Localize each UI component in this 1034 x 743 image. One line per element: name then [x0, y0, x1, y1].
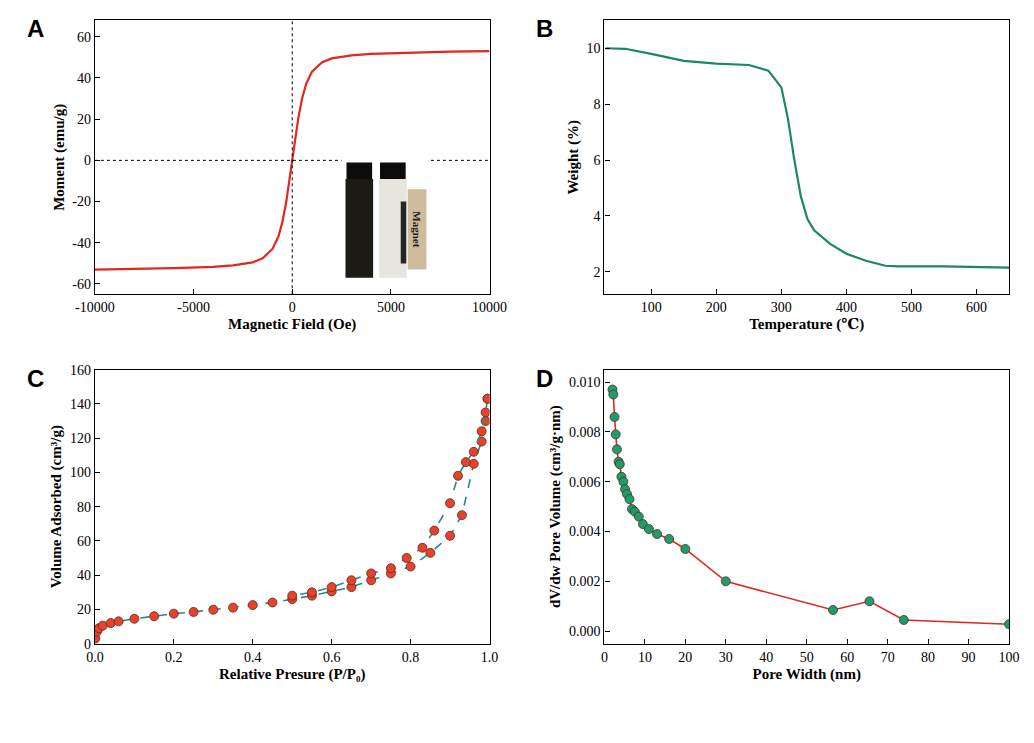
- svg-text:20: 20: [77, 112, 91, 127]
- svg-text:8: 8: [594, 97, 601, 112]
- svg-text:-40: -40: [72, 236, 91, 251]
- svg-text:100: 100: [70, 465, 91, 480]
- svg-text:10: 10: [587, 41, 601, 56]
- svg-text:0: 0: [601, 650, 608, 665]
- svg-text:70: 70: [881, 650, 895, 665]
- svg-text:0.008: 0.008: [569, 425, 601, 440]
- svg-text:20: 20: [678, 650, 692, 665]
- svg-text:Relative Presure (P/P₀): Relative Presure (P/P₀): [219, 666, 365, 683]
- svg-text:0.002: 0.002: [569, 574, 601, 589]
- svg-text:-5000: -5000: [177, 300, 210, 315]
- svg-text:0.2: 0.2: [165, 650, 183, 665]
- svg-text:4: 4: [594, 209, 601, 224]
- svg-text:Pore Width (nm): Pore Width (nm): [753, 666, 861, 683]
- svg-text:400: 400: [836, 300, 857, 315]
- svg-text:-60: -60: [72, 277, 91, 292]
- svg-text:80: 80: [77, 500, 91, 515]
- svg-text:300: 300: [771, 300, 792, 315]
- svg-text:1.0: 1.0: [481, 650, 499, 665]
- svg-text:0: 0: [289, 300, 296, 315]
- svg-text:C: C: [27, 365, 44, 392]
- svg-text:40: 40: [759, 650, 773, 665]
- svg-text:Temperature (℃): Temperature (℃): [749, 316, 864, 333]
- svg-text:10: 10: [638, 650, 652, 665]
- svg-text:80: 80: [921, 650, 935, 665]
- svg-text:Magnetic Field (Oe): Magnetic Field (Oe): [228, 316, 356, 333]
- svg-text:dV/dw Pore Volume (cm³/g·nm): dV/dw Pore Volume (cm³/g·nm): [547, 405, 564, 608]
- svg-text:0: 0: [84, 153, 91, 168]
- svg-text:40: 40: [77, 71, 91, 86]
- svg-text:0: 0: [84, 637, 91, 652]
- svg-text:120: 120: [70, 431, 91, 446]
- svg-text:Volume Adsorbed (cm³/g): Volume Adsorbed (cm³/g): [48, 425, 65, 588]
- svg-text:0.4: 0.4: [244, 650, 262, 665]
- svg-text:0.010: 0.010: [569, 375, 601, 390]
- svg-text:6: 6: [594, 153, 601, 168]
- svg-text:0.006: 0.006: [569, 475, 601, 490]
- svg-text:20: 20: [77, 602, 91, 617]
- svg-text:60: 60: [77, 534, 91, 549]
- svg-text:100: 100: [999, 650, 1020, 665]
- svg-text:-10000: -10000: [75, 300, 115, 315]
- svg-text:Magnet: Magnet: [411, 211, 423, 247]
- svg-text:2: 2: [594, 265, 601, 280]
- svg-text:500: 500: [901, 300, 922, 315]
- svg-text:A: A: [27, 15, 44, 42]
- svg-text:0.8: 0.8: [402, 650, 420, 665]
- svg-text:Weight (%): Weight (%): [565, 120, 582, 195]
- svg-text:D: D: [536, 365, 553, 392]
- svg-text:Moment (emu/g): Moment (emu/g): [51, 104, 68, 211]
- svg-text:60: 60: [77, 30, 91, 45]
- svg-text:100: 100: [641, 300, 662, 315]
- svg-text:50: 50: [800, 650, 814, 665]
- svg-text:40: 40: [77, 568, 91, 583]
- svg-text:30: 30: [719, 650, 733, 665]
- svg-text:5000: 5000: [377, 300, 405, 315]
- svg-text:200: 200: [706, 300, 727, 315]
- svg-text:600: 600: [966, 300, 987, 315]
- svg-text:0.6: 0.6: [323, 650, 341, 665]
- svg-text:60: 60: [840, 650, 854, 665]
- svg-text:0.000: 0.000: [569, 624, 601, 639]
- svg-text:B: B: [536, 15, 553, 42]
- svg-text:0.004: 0.004: [569, 524, 601, 539]
- svg-text:90: 90: [962, 650, 976, 665]
- svg-text:10000: 10000: [472, 300, 507, 315]
- svg-text:160: 160: [70, 363, 91, 378]
- svg-text:0.0: 0.0: [86, 650, 104, 665]
- svg-text:140: 140: [70, 397, 91, 412]
- svg-text:-20: -20: [72, 194, 91, 209]
